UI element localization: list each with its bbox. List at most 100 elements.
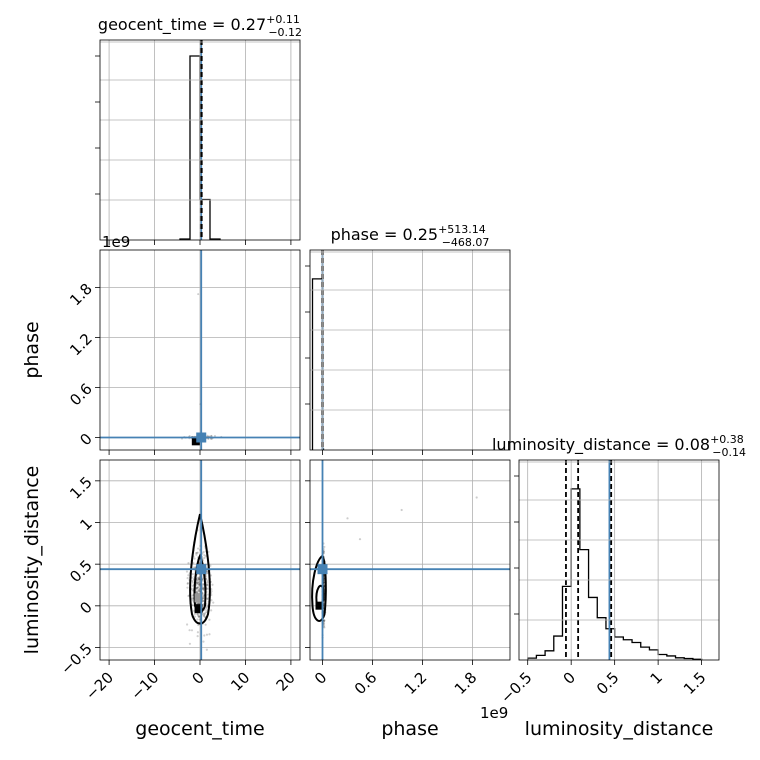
luminosity_distance_vs_geocent_time-point — [195, 553, 198, 556]
luminosity_distance-yticks — [514, 475, 519, 615]
luminosity_distance_vs_geocent_time-point — [197, 577, 200, 580]
luminosity_distance_vs_geocent_time-point — [195, 587, 199, 590]
luminosity_distance-xtick-label: 1 — [647, 668, 666, 687]
luminosity_distance-bin — [545, 651, 554, 660]
luminosity_distance_vs_geocent_time-point — [198, 618, 201, 621]
phase_vs_geocent_time-truth-marker — [196, 432, 207, 443]
xlabel-phase: phase — [381, 718, 438, 740]
geocent_time-title-text: geocent_time = 0.27+0.11 −0.12 — [98, 13, 302, 39]
luminosity_distance_vs_geocent_time-point — [191, 599, 194, 602]
luminosity_distance-title: luminosity_distance = 0.08+0.38 −0.14 — [492, 433, 746, 459]
xlabel-geocent-time: geocent_time — [135, 718, 264, 740]
luminosity_distance-xgrid — [527, 460, 703, 660]
luminosity_distance-bin — [554, 636, 563, 660]
luminosity_distance_vs_geocent_time-ytick-label: 1 — [76, 515, 95, 534]
luminosity_distance_vs_geocent_time-point — [202, 640, 205, 643]
luminosity_distance_vs_phase-xtick-label: 1.2 — [401, 668, 431, 698]
luminosity_distance_vs_geocent_time-point — [203, 612, 206, 615]
phase-xticks — [322, 450, 473, 455]
luminosity_distance_vs_geocent_time-point — [197, 578, 200, 581]
luminosity_distance_vs_geocent_time-point — [210, 599, 213, 602]
luminosity_distance_vs_geocent_time-point — [198, 578, 201, 581]
luminosity_distance_vs_geocent_time-point — [206, 605, 209, 609]
luminosity_distance_vs_phase-xticks: 0 0.6 1.2 1.8 — [311, 660, 480, 698]
luminosity_distance_vs_geocent_time-point — [195, 591, 198, 594]
luminosity_distance_vs_geocent_time-point — [197, 601, 200, 605]
luminosity_distance_vs_phase-point — [346, 517, 349, 520]
phase_vs_geocent_time-point — [210, 434, 213, 437]
luminosity_distance_vs_phase-yticks — [305, 480, 310, 648]
luminosity_distance-xtick-label: 1.5 — [680, 668, 710, 698]
luminosity_distance_vs_geocent_time-xtick-label: 20 — [273, 668, 299, 694]
luminosity_distance-bin — [649, 650, 658, 660]
luminosity_distance-bin — [589, 597, 598, 660]
luminosity_distance_vs_geocent_time-point — [190, 629, 194, 632]
luminosity_distance_vs_phase-point — [322, 624, 326, 627]
luminosity_distance_vs_geocent_time-point — [185, 570, 189, 573]
phase_vs_geocent_time-ytick-label: 0.6 — [66, 380, 96, 410]
luminosity_distance_vs_geocent_time-ytick-label: 0.5 — [66, 556, 96, 586]
luminosity_distance_vs_geocent_time-point — [206, 583, 209, 587]
luminosity_distance_vs_geocent_time-point — [191, 584, 194, 587]
luminosity_distance_vs_phase-frame — [309, 459, 511, 661]
luminosity_distance-bin — [623, 640, 632, 660]
luminosity_distance_vs_geocent_time-point — [202, 586, 205, 590]
luminosity_distance_vs_geocent_time-point — [195, 586, 199, 590]
luminosity_distance_vs_geocent_time-point — [188, 642, 192, 645]
luminosity_distance_vs_geocent_time-point — [196, 589, 200, 592]
luminosity_distance_vs_geocent_time-point — [203, 554, 206, 557]
luminosity_distance_vs_geocent_time-point — [198, 590, 201, 593]
geocent_time-xgrid — [108, 40, 292, 240]
luminosity_distance_vs_phase-ygrid — [310, 480, 510, 648]
luminosity_distance_vs_geocent_time-point — [197, 547, 200, 550]
luminosity_distance-ygrid — [519, 461, 719, 621]
phase_vs_geocent_time-point — [188, 435, 191, 438]
luminosity_distance-title-text: luminosity_distance = 0.08+0.38 −0.14 — [492, 433, 746, 459]
luminosity_distance_vs_geocent_time-point — [197, 583, 200, 587]
luminosity_distance_vs_geocent_time-point — [197, 577, 200, 580]
luminosity_distance_vs_phase-point — [323, 619, 326, 622]
luminosity_distance_vs_geocent_time-density — [100, 460, 300, 660]
luminosity_distance_vs_geocent_time-point — [207, 587, 210, 590]
luminosity_distance_vs_geocent_time-point — [195, 582, 198, 585]
luminosity_distance_vs_geocent_time-point — [186, 581, 189, 585]
luminosity_distance-frame — [518, 459, 720, 661]
luminosity_distance_vs_geocent_time-point — [186, 577, 189, 580]
luminosity_distance_vs_geocent_time-point — [210, 590, 213, 593]
luminosity_distance_vs_geocent_time-point — [211, 583, 214, 586]
luminosity_distance-bin — [632, 643, 641, 660]
luminosity_distance-bin — [536, 655, 545, 660]
luminosity_distance_vs_geocent_time-point — [196, 580, 199, 584]
luminosity_distance_vs_geocent_time-point — [198, 589, 201, 592]
phase_vs_geocent_time-ytick-label: 1.8 — [66, 280, 96, 310]
luminosity_distance_vs_geocent_time-point — [195, 551, 199, 555]
luminosity_distance_vs_geocent_time-point — [193, 612, 196, 616]
luminosity_distance_vs_phase-point — [358, 538, 362, 541]
phase_vs_geocent_time-xgrid — [108, 250, 292, 450]
luminosity_distance_vs_geocent_time-point — [202, 588, 205, 591]
luminosity_distance_vs_geocent_time-point — [203, 556, 206, 560]
luminosity_distance_vs_geocent_time-point — [185, 623, 189, 626]
luminosity_distance_vs_geocent_time-point — [204, 611, 207, 614]
luminosity_distance_vs_geocent_time-xtick-label: −10 — [127, 668, 162, 703]
luminosity_distance_vs_phase-point — [323, 545, 326, 549]
luminosity_distance_vs_geocent_time-point — [187, 562, 190, 565]
luminosity_distance_vs_phase-point — [400, 508, 403, 512]
luminosity_distance_vs_geocent_time-point — [197, 590, 200, 593]
luminosity_distance_vs_geocent_time-point — [201, 586, 204, 589]
luminosity_distance_vs_geocent_time-point — [197, 588, 201, 591]
luminosity_distance_vs_geocent_time-point — [196, 612, 199, 616]
luminosity_distance_vs_geocent_time-point — [204, 623, 207, 626]
luminosity_distance-bin — [641, 647, 650, 660]
luminosity_distance_vs_geocent_time-point — [196, 618, 199, 621]
phase_vs_geocent_time-ytick-label: 0 — [76, 430, 95, 449]
luminosity_distance_vs_geocent_time-point — [205, 648, 208, 651]
luminosity_distance_vs_geocent_time-point — [193, 557, 196, 560]
geocent_time-yticks — [95, 55, 100, 195]
luminosity_distance_vs_geocent_time-point — [207, 593, 210, 596]
luminosity_distance_vs_geocent_time-point — [209, 574, 213, 577]
luminosity_distance_vs_phase-point — [323, 626, 326, 629]
phase_vs_geocent_time-yticks: 0 0.6 1.2 1.8 — [66, 280, 100, 449]
luminosity_distance_vs_phase-xtick-label: 0.6 — [351, 668, 381, 698]
